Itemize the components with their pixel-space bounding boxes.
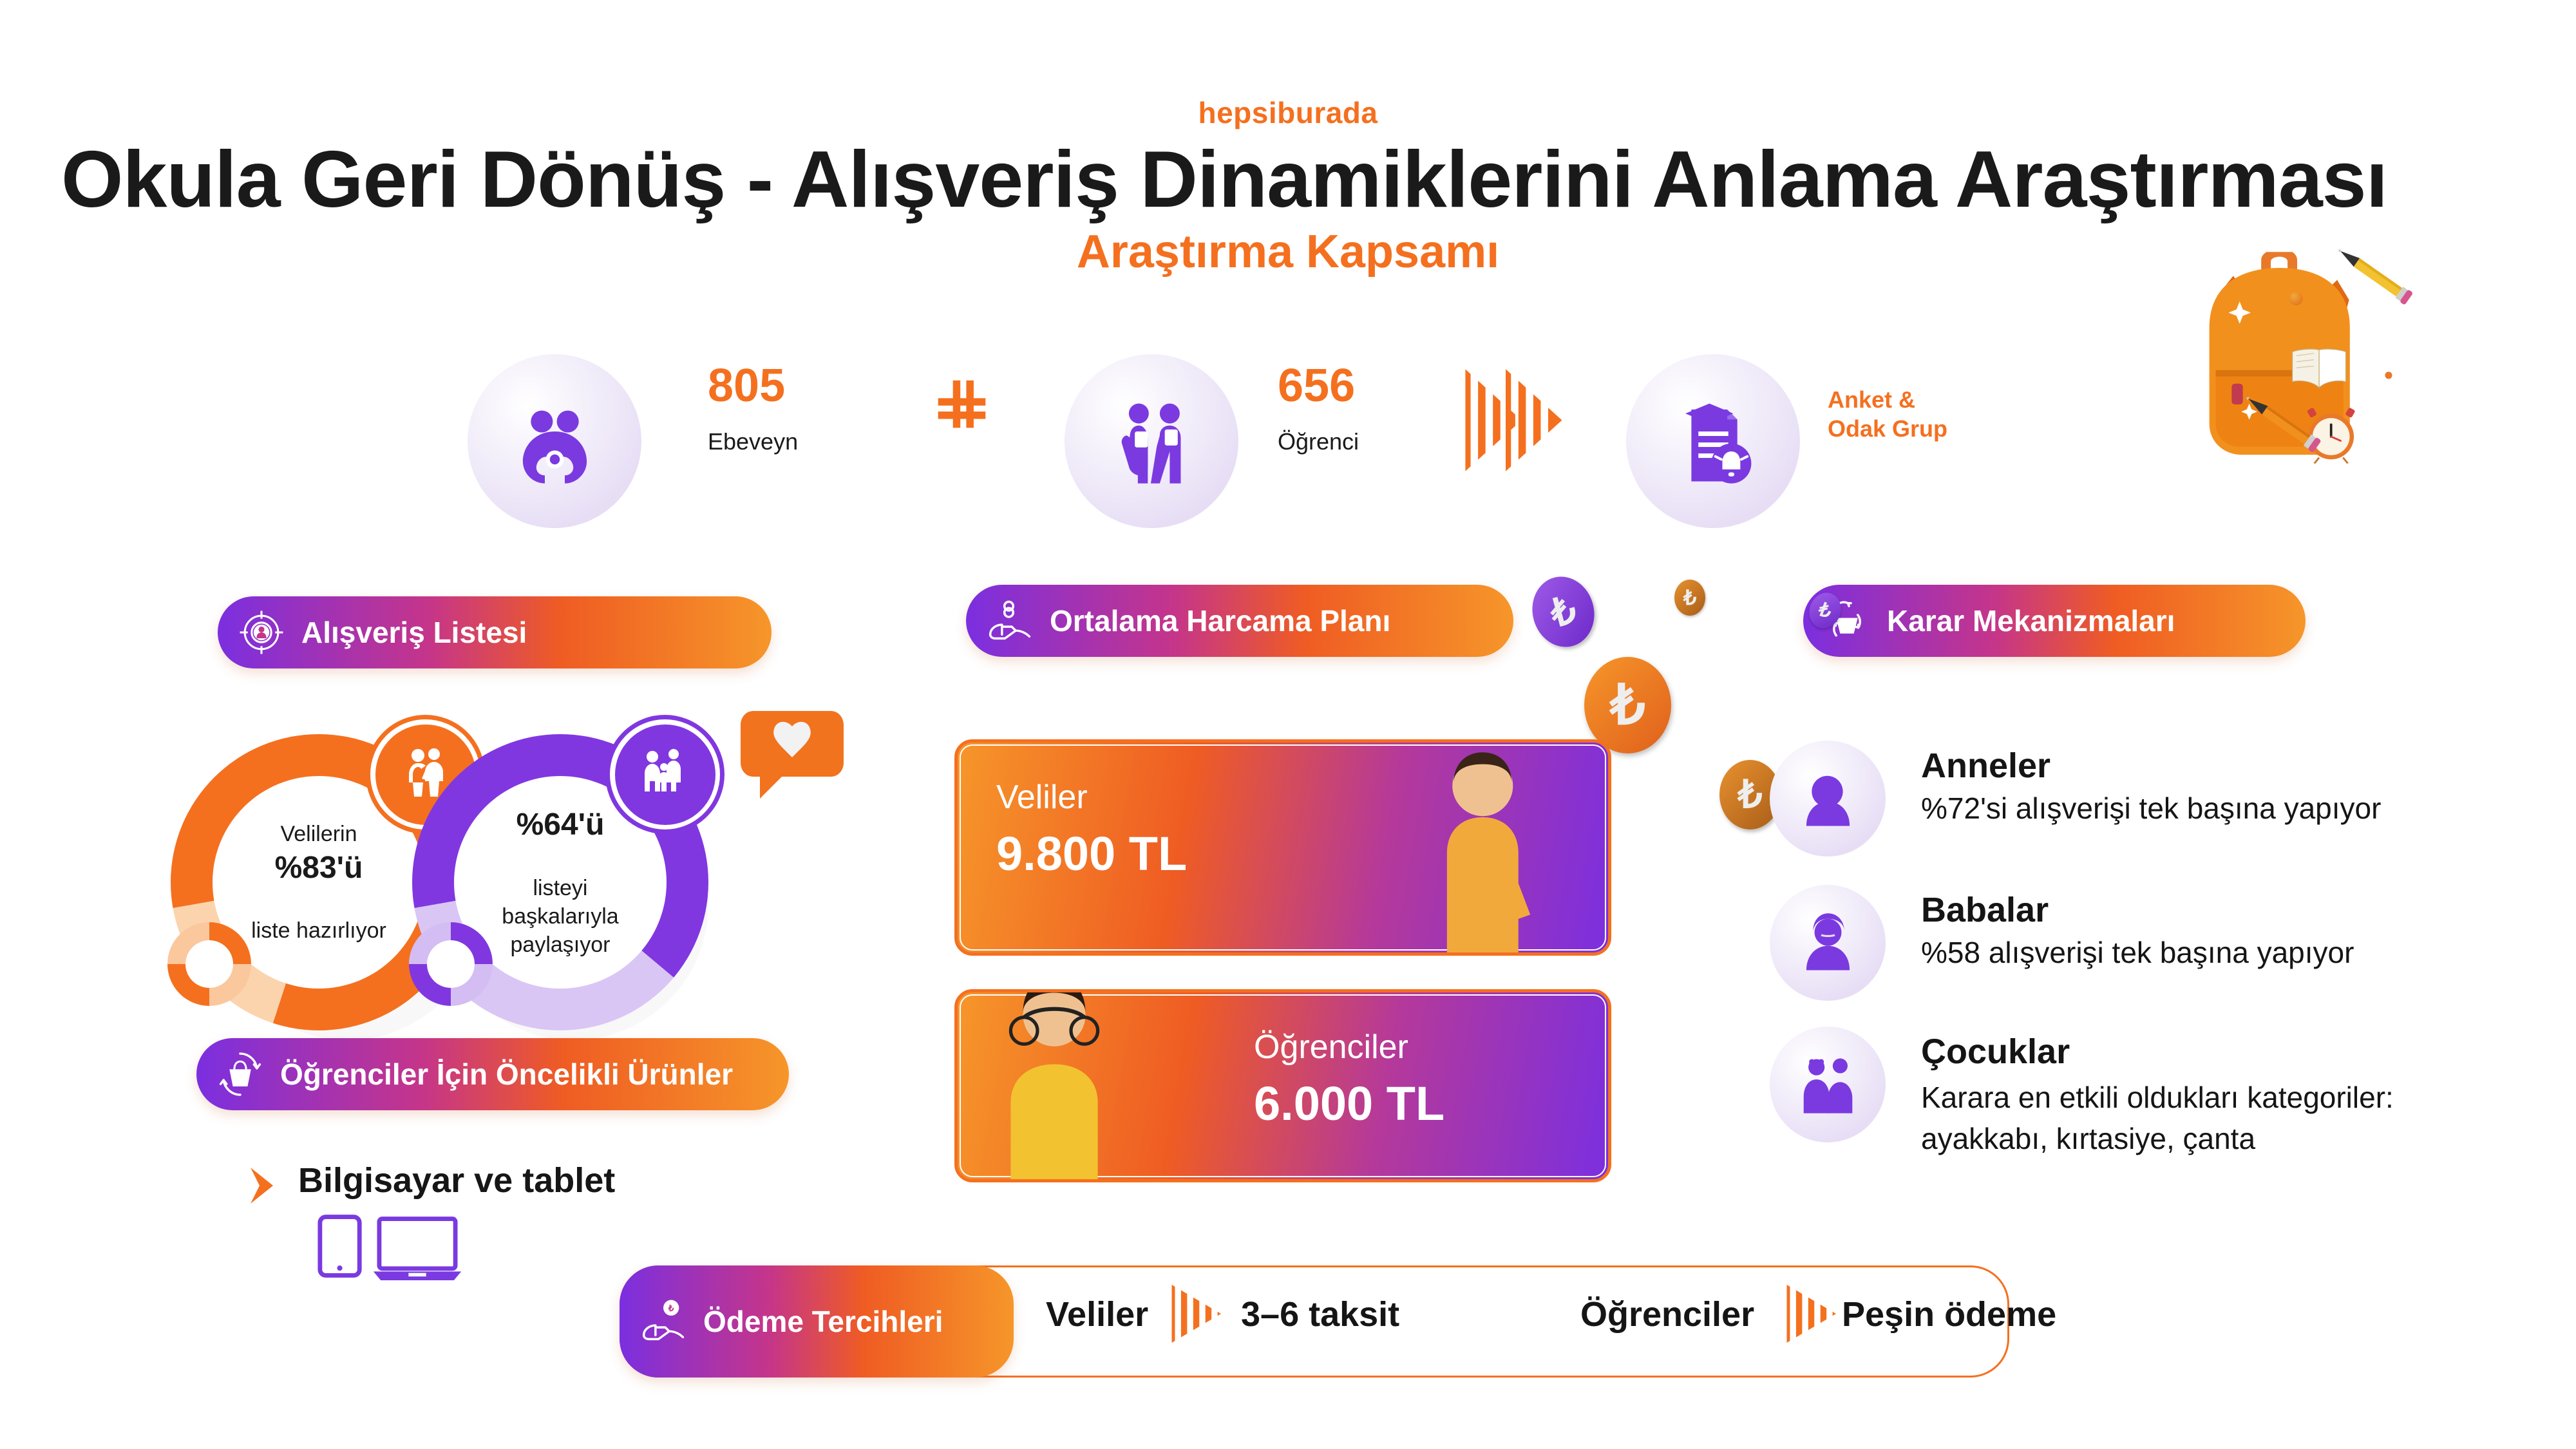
svg-text:₺: ₺ xyxy=(668,1303,674,1313)
